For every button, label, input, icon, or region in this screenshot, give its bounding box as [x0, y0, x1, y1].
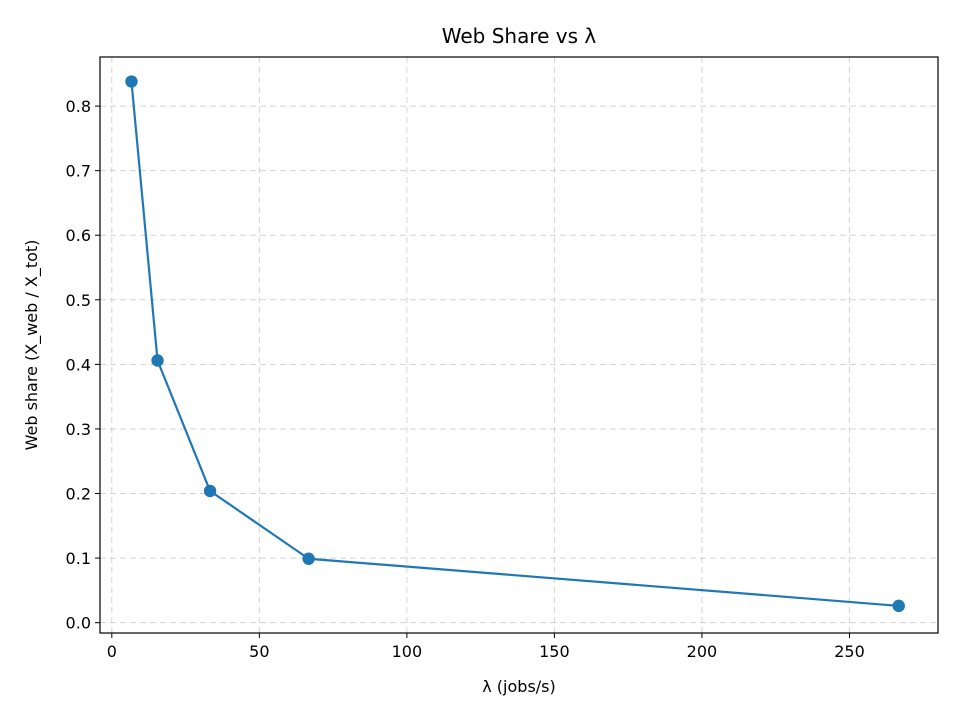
- y-tick-label: 0.2: [66, 485, 91, 504]
- x-tick-label: 100: [392, 642, 423, 661]
- x-tick-label: 250: [834, 642, 865, 661]
- data-point: [125, 75, 138, 88]
- y-tick-label: 0.5: [66, 291, 91, 310]
- y-tick-label: 0.1: [66, 549, 91, 568]
- grid: [100, 57, 938, 633]
- x-tick-label: 200: [687, 642, 718, 661]
- y-tick-label: 0.3: [66, 420, 91, 439]
- y-tick-label: 0.0: [66, 614, 91, 633]
- data-point: [203, 484, 217, 498]
- series-line: [130, 81, 899, 607]
- x-axis-label: λ (jobs/s): [482, 677, 556, 696]
- y-tick-label: 0.8: [66, 97, 91, 116]
- x-axis-ticks: 0 50 100 150 200 250: [107, 633, 865, 661]
- plot-data: [125, 75, 905, 613]
- x-tick-label: 0: [107, 642, 117, 661]
- data-point: [892, 599, 905, 613]
- data-point: [302, 552, 315, 565]
- y-tick-label: 0.7: [66, 162, 91, 181]
- plot-frame: [99, 56, 939, 634]
- x-tick-label: 150: [539, 642, 570, 661]
- y-tick-label: 0.4: [66, 355, 91, 374]
- x-tick-label: 50: [249, 642, 269, 661]
- chart-title: Web Share vs λ: [442, 24, 597, 48]
- y-axis-label: Web share (X_web / X_tot): [22, 240, 42, 451]
- y-axis-ticks: 0.0 0.1 0.2 0.3 0.4 0.5 0.6 0.7 0.8: [66, 97, 100, 633]
- data-point: [151, 354, 164, 367]
- y-tick-label: 0.6: [66, 226, 91, 245]
